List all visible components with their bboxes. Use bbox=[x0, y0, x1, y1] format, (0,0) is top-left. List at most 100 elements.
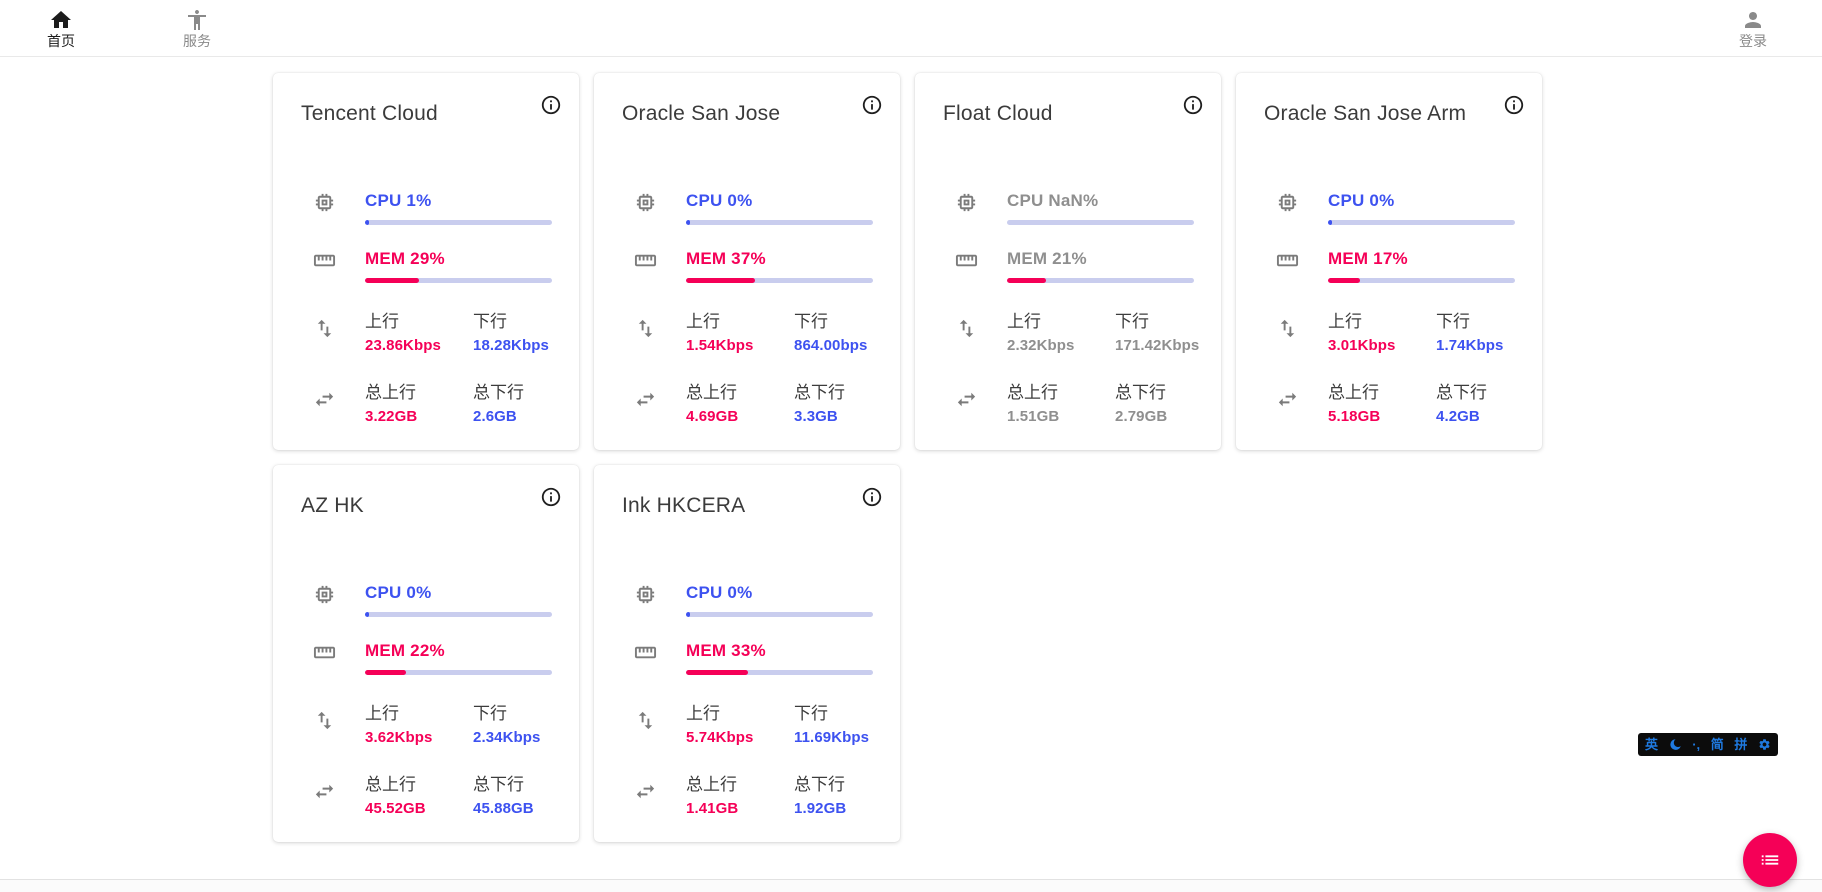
ime-language-button[interactable]: 英 bbox=[1645, 737, 1659, 752]
server-info-button[interactable] bbox=[1503, 94, 1525, 116]
gear-icon[interactable] bbox=[1758, 738, 1771, 751]
nav-item-services-label: 服务 bbox=[183, 32, 211, 49]
cpu-chip-icon bbox=[636, 193, 655, 212]
mem-meter: MEM 29% bbox=[365, 249, 579, 283]
mem-meter: MEM 21% bbox=[1007, 249, 1221, 283]
swap-vertical-icon bbox=[638, 711, 653, 729]
speed-icon-wrap bbox=[915, 317, 1007, 345]
nav-item-services[interactable]: 服务 bbox=[168, 8, 226, 49]
cpu-chip-icon bbox=[315, 193, 334, 212]
total-upload-cell: 总上行 3.22GB bbox=[365, 378, 473, 425]
total-download-cell: 总下行 2.6GB bbox=[473, 378, 569, 425]
speed-values: 上行 1.54Kbps 下行 864.00bps bbox=[686, 307, 900, 354]
server-card-body: CPU 0% MEM 33% bbox=[594, 583, 900, 841]
cpu-progress-fill bbox=[686, 612, 690, 617]
download-cell: 下行 18.28Kbps bbox=[473, 307, 569, 354]
cpu-meter: CPU 0% bbox=[686, 583, 900, 617]
mem-progressbar bbox=[1328, 278, 1515, 283]
nav-item-login-label: 登录 bbox=[1739, 32, 1767, 49]
swap-horizontal-icon bbox=[636, 392, 655, 406]
cpu-icon-wrap bbox=[1236, 191, 1328, 225]
cards-grid: Tencent Cloud CPU 1% bbox=[273, 73, 1542, 842]
download-cell: 下行 1.74Kbps bbox=[1436, 307, 1532, 354]
total-download-label: 总下行 bbox=[473, 775, 524, 794]
total-download-cell: 总下行 1.92GB bbox=[794, 770, 890, 817]
mem-usage-text: MEM 21% bbox=[1007, 249, 1087, 268]
download-value: 1.74Kbps bbox=[1436, 337, 1504, 354]
total-traffic-row: 总上行 1.41GB 总下行 1.92GB bbox=[594, 770, 900, 817]
total-download-value: 2.6GB bbox=[473, 408, 517, 425]
total-download-value: 4.2GB bbox=[1436, 408, 1480, 425]
download-cell: 下行 171.42Kbps bbox=[1115, 307, 1211, 354]
cpu-icon-wrap bbox=[273, 191, 365, 225]
total-upload-cell: 总上行 1.51GB bbox=[1007, 378, 1115, 425]
mem-progress-fill bbox=[686, 670, 748, 675]
cpu-row: CPU NaN% bbox=[915, 191, 1221, 225]
speed-values: 上行 3.62Kbps 下行 2.34Kbps bbox=[365, 699, 579, 746]
download-cell: 下行 864.00bps bbox=[794, 307, 890, 354]
speed-row: 上行 5.74Kbps 下行 11.69Kbps bbox=[594, 699, 900, 746]
total-upload-value: 5.18GB bbox=[1328, 408, 1381, 425]
download-label: 下行 bbox=[473, 704, 507, 723]
swap-vertical-icon bbox=[959, 319, 974, 337]
total-upload-value: 4.69GB bbox=[686, 408, 739, 425]
upload-cell: 上行 2.32Kbps bbox=[1007, 307, 1115, 354]
download-label: 下行 bbox=[794, 704, 828, 723]
total-download-value: 3.3GB bbox=[794, 408, 838, 425]
cpu-row: CPU 0% bbox=[594, 583, 900, 617]
server-info-button[interactable] bbox=[540, 94, 562, 116]
total-traffic-row: 总上行 1.51GB 总下行 2.79GB bbox=[915, 378, 1221, 425]
nav-item-login[interactable]: 登录 bbox=[1724, 8, 1782, 49]
mem-icon-wrap bbox=[915, 249, 1007, 283]
mem-icon-wrap bbox=[273, 641, 365, 675]
upload-cell: 上行 3.62Kbps bbox=[365, 699, 473, 746]
ime-punctuation-button[interactable]: ·, bbox=[1692, 737, 1701, 752]
swap-horizontal-icon bbox=[1278, 392, 1297, 406]
ime-pinyin-button[interactable]: 拼 bbox=[1734, 737, 1748, 752]
mem-row: MEM 37% bbox=[594, 249, 900, 283]
accessibility-icon bbox=[188, 9, 206, 30]
total-icon-wrap bbox=[1236, 388, 1328, 416]
download-cell: 下行 2.34Kbps bbox=[473, 699, 569, 746]
speed-row: 上行 1.54Kbps 下行 864.00bps bbox=[594, 307, 900, 354]
server-info-button[interactable] bbox=[1182, 94, 1204, 116]
info-icon bbox=[862, 487, 882, 507]
upload-cell: 上行 1.54Kbps bbox=[686, 307, 794, 354]
moon-icon[interactable] bbox=[1669, 738, 1682, 751]
download-value: 2.34Kbps bbox=[473, 729, 541, 746]
server-card-body: CPU 0% MEM 17% bbox=[1236, 191, 1542, 449]
mem-meter: MEM 22% bbox=[365, 641, 579, 675]
server-info-button[interactable] bbox=[861, 94, 883, 116]
upload-label: 上行 bbox=[686, 704, 720, 723]
total-icon-wrap bbox=[915, 388, 1007, 416]
swap-vertical-icon bbox=[317, 319, 332, 337]
total-download-label: 总下行 bbox=[1436, 383, 1487, 402]
speed-row: 上行 2.32Kbps 下行 171.42Kbps bbox=[915, 307, 1221, 354]
total-upload-cell: 总上行 1.41GB bbox=[686, 770, 794, 817]
download-value: 171.42Kbps bbox=[1115, 337, 1200, 354]
server-info-button[interactable] bbox=[861, 486, 883, 508]
total-traffic-row: 总上行 3.22GB 总下行 2.6GB bbox=[273, 378, 579, 425]
server-info-button[interactable] bbox=[540, 486, 562, 508]
mem-progress-fill bbox=[1007, 278, 1047, 283]
cpu-progress-fill bbox=[365, 612, 369, 617]
speed-icon-wrap bbox=[594, 317, 686, 345]
nav-item-home[interactable]: 首页 bbox=[32, 8, 90, 49]
mem-row: MEM 21% bbox=[915, 249, 1221, 283]
mem-progress-fill bbox=[365, 278, 420, 283]
ime-toolbar[interactable]: 英 ·, 简 拼 bbox=[1638, 733, 1778, 756]
mem-progressbar bbox=[686, 278, 873, 283]
ime-simplified-button[interactable]: 简 bbox=[1710, 737, 1724, 752]
cpu-usage-text: CPU 0% bbox=[686, 583, 753, 602]
total-values: 总上行 45.52GB 总下行 45.88GB bbox=[365, 770, 579, 817]
mem-icon-wrap bbox=[594, 249, 686, 283]
memory-ruler-icon bbox=[955, 254, 978, 267]
mem-row: MEM 29% bbox=[273, 249, 579, 283]
server-list-fab-button[interactable] bbox=[1743, 833, 1797, 887]
cpu-progress-fill bbox=[686, 220, 690, 225]
info-icon bbox=[541, 487, 561, 507]
cpu-progressbar bbox=[686, 612, 873, 617]
cpu-progressbar bbox=[365, 612, 552, 617]
mem-row: MEM 22% bbox=[273, 641, 579, 675]
speed-values: 上行 2.32Kbps 下行 171.42Kbps bbox=[1007, 307, 1221, 354]
